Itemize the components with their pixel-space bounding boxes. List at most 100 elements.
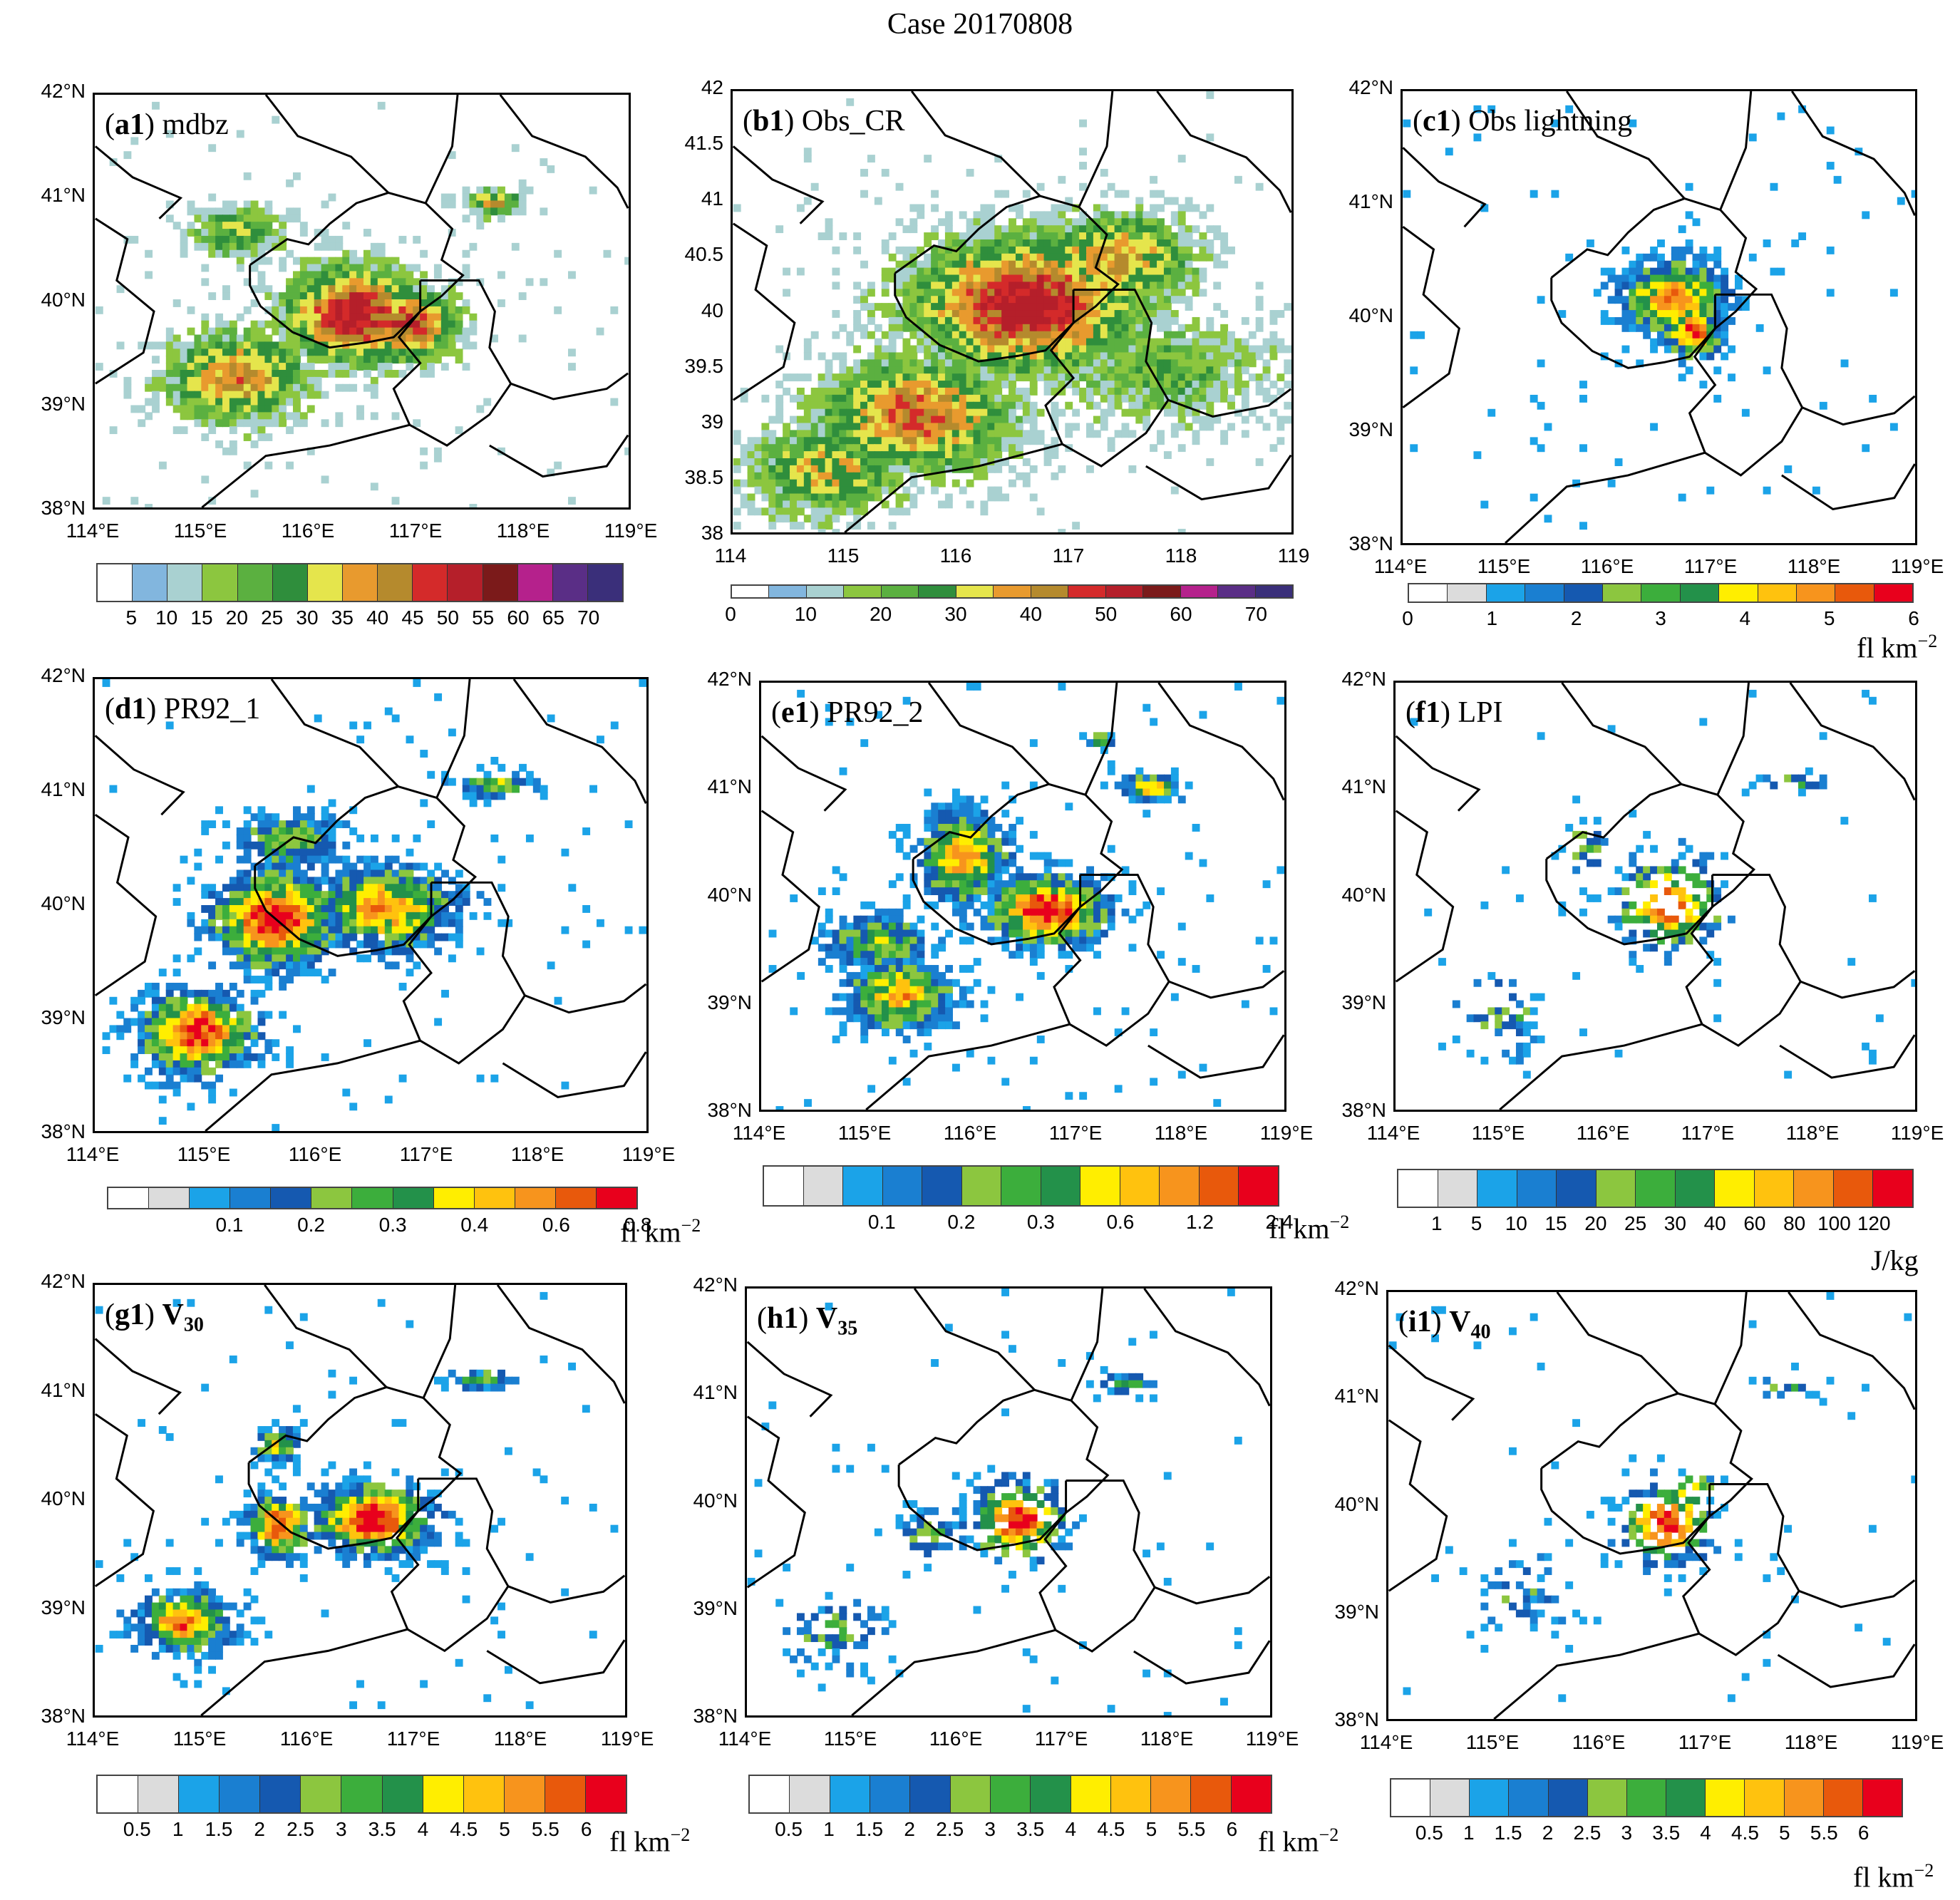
lat-tick-label: 42°N	[1334, 1277, 1379, 1299]
colorbar-tick-label: 10	[1505, 1212, 1527, 1234]
unit-text: fl km	[620, 1216, 681, 1249]
colorbar-cell	[393, 1188, 434, 1208]
colorbar-cell	[463, 1776, 505, 1812]
colorbar-cell	[1862, 1780, 1902, 1816]
boundary-line	[1084, 683, 1118, 795]
map-frame: (e1) PR92_2	[759, 681, 1286, 1112]
colorbar-tick-label: 3	[336, 1818, 347, 1840]
panel-name: Obs_CR	[801, 105, 905, 138]
panel-label: (f1) LPI	[1405, 696, 1503, 729]
colorbar-cell	[504, 1776, 545, 1812]
lat-tick-label: 39.5	[684, 354, 724, 377]
colorbar-tick-label: 0.5	[1415, 1822, 1443, 1844]
boundary-line	[927, 683, 1050, 785]
colorbar-tick-label: 5.5	[1810, 1822, 1838, 1844]
boundary-line	[499, 95, 629, 209]
colorbar-cell	[98, 1776, 139, 1812]
map-plot	[761, 683, 1284, 1110]
lat-tick-label: 41°N	[1341, 775, 1386, 798]
lon-tick-label: 119°E	[1890, 555, 1944, 577]
colorbar-tick-label: 6	[1857, 1822, 1869, 1844]
colorbar-tick-label: 50	[1095, 603, 1118, 625]
colorbar-cell	[830, 1776, 870, 1812]
boundary-line	[95, 145, 183, 220]
map-plot	[1388, 1292, 1915, 1719]
lat-tick-label: 40°N	[41, 1487, 86, 1509]
colorbar-cell	[423, 1776, 464, 1812]
colorbar	[96, 1775, 627, 1814]
unit-text: J/kg	[1871, 1244, 1919, 1276]
colorbar-tick-label: 0.1	[867, 1211, 896, 1233]
unit-exponent: −2	[1319, 1824, 1339, 1845]
boundary-line	[1053, 874, 1170, 1047]
colorbar-cell	[1191, 1776, 1232, 1812]
colorbar-tick-label: 20	[225, 606, 248, 629]
boundary-line	[424, 95, 459, 204]
lat-tick-label: 38°N	[1341, 1099, 1386, 1121]
lat-tick-label: 38°N	[1348, 532, 1393, 554]
lat-tick-label: 40°N	[707, 883, 752, 906]
boundary-line	[510, 372, 629, 401]
colorbar-tick-label: 2	[1570, 607, 1582, 629]
colorbar-cell	[961, 1167, 1002, 1205]
boundary-line	[95, 217, 155, 385]
field-shading	[102, 679, 646, 1131]
colorbar-tick-label: 2	[1542, 1822, 1554, 1844]
boundary-line	[270, 679, 399, 788]
field-shading	[1410, 689, 1915, 1079]
panel-name: LPI	[1458, 696, 1503, 729]
panel-subscript: 40	[1470, 1321, 1491, 1343]
colorbar-cell	[149, 1188, 190, 1208]
lon-tick-label: 117°E	[388, 520, 443, 542]
unit-exponent: −2	[670, 1824, 691, 1845]
lat-tick-label: 39°N	[707, 991, 752, 1013]
boundary-line	[392, 279, 512, 447]
lon-tick-label: 117°E	[399, 1143, 453, 1165]
colorbar-cell	[545, 1776, 586, 1812]
colorbar-tick-label: 45	[401, 606, 424, 629]
colorbar-cell	[1564, 584, 1603, 602]
colorbar-cell	[587, 564, 623, 601]
colorbar-tick-label: 2	[254, 1818, 265, 1840]
colorbar-cell	[448, 564, 483, 601]
lon-tick-label: 116°E	[943, 1122, 997, 1144]
lon-tick-label: 116°E	[279, 1728, 334, 1750]
boundary-line	[1133, 1640, 1270, 1685]
boundary-line	[1800, 970, 1915, 999]
map-plot	[95, 95, 629, 507]
boundary-line	[435, 679, 471, 799]
lat-tick-label: 40°N	[1334, 1492, 1379, 1515]
colorbar-cell	[1160, 1167, 1200, 1205]
lon-tick-label: 115°E	[1465, 1731, 1520, 1753]
panel-label: (g1) V30	[105, 1298, 204, 1336]
lat-tick-label: 38°N	[41, 1705, 86, 1727]
lat-tick-label: 41°N	[41, 778, 86, 800]
lon-tick-label: 119°E	[604, 520, 658, 542]
lon-tick-label: 118°E	[1784, 1731, 1838, 1753]
colorbar-cell	[764, 1167, 804, 1205]
lat-tick-label: 39°N	[1334, 1600, 1379, 1623]
colorbar-tick-label: 20	[1584, 1212, 1607, 1234]
colorbar-cell	[311, 1188, 353, 1208]
colorbar-cell	[803, 1167, 844, 1205]
boundary-line	[247, 1385, 463, 1550]
boundary-line	[422, 1285, 457, 1399]
boundary-line	[1688, 293, 1804, 477]
colorbar-cell	[190, 1188, 231, 1208]
colorbar-tick-label: 2.5	[287, 1818, 314, 1840]
lat-tick-label: 38	[701, 522, 723, 544]
colorbar-tick-label: 65	[542, 606, 564, 629]
colorbar-cell	[237, 564, 273, 601]
colorbar-cell	[1218, 586, 1256, 597]
colorbar-tick-label: 4.5	[1731, 1822, 1759, 1844]
colorbar-tick-label: 2.4	[1265, 1211, 1294, 1233]
boundary-line	[200, 1628, 408, 1715]
colorbar-tick-label: 0.1	[215, 1214, 244, 1236]
boundary-line	[1156, 91, 1291, 213]
colorbar	[1397, 1169, 1914, 1208]
colorbar-cell	[108, 1188, 150, 1208]
colorbar-tick-label: 4	[1739, 607, 1751, 629]
boundary-line	[489, 434, 629, 478]
map-frame: (g1) V30	[93, 1283, 627, 1718]
panel-name: Obs lightning	[1468, 105, 1633, 138]
